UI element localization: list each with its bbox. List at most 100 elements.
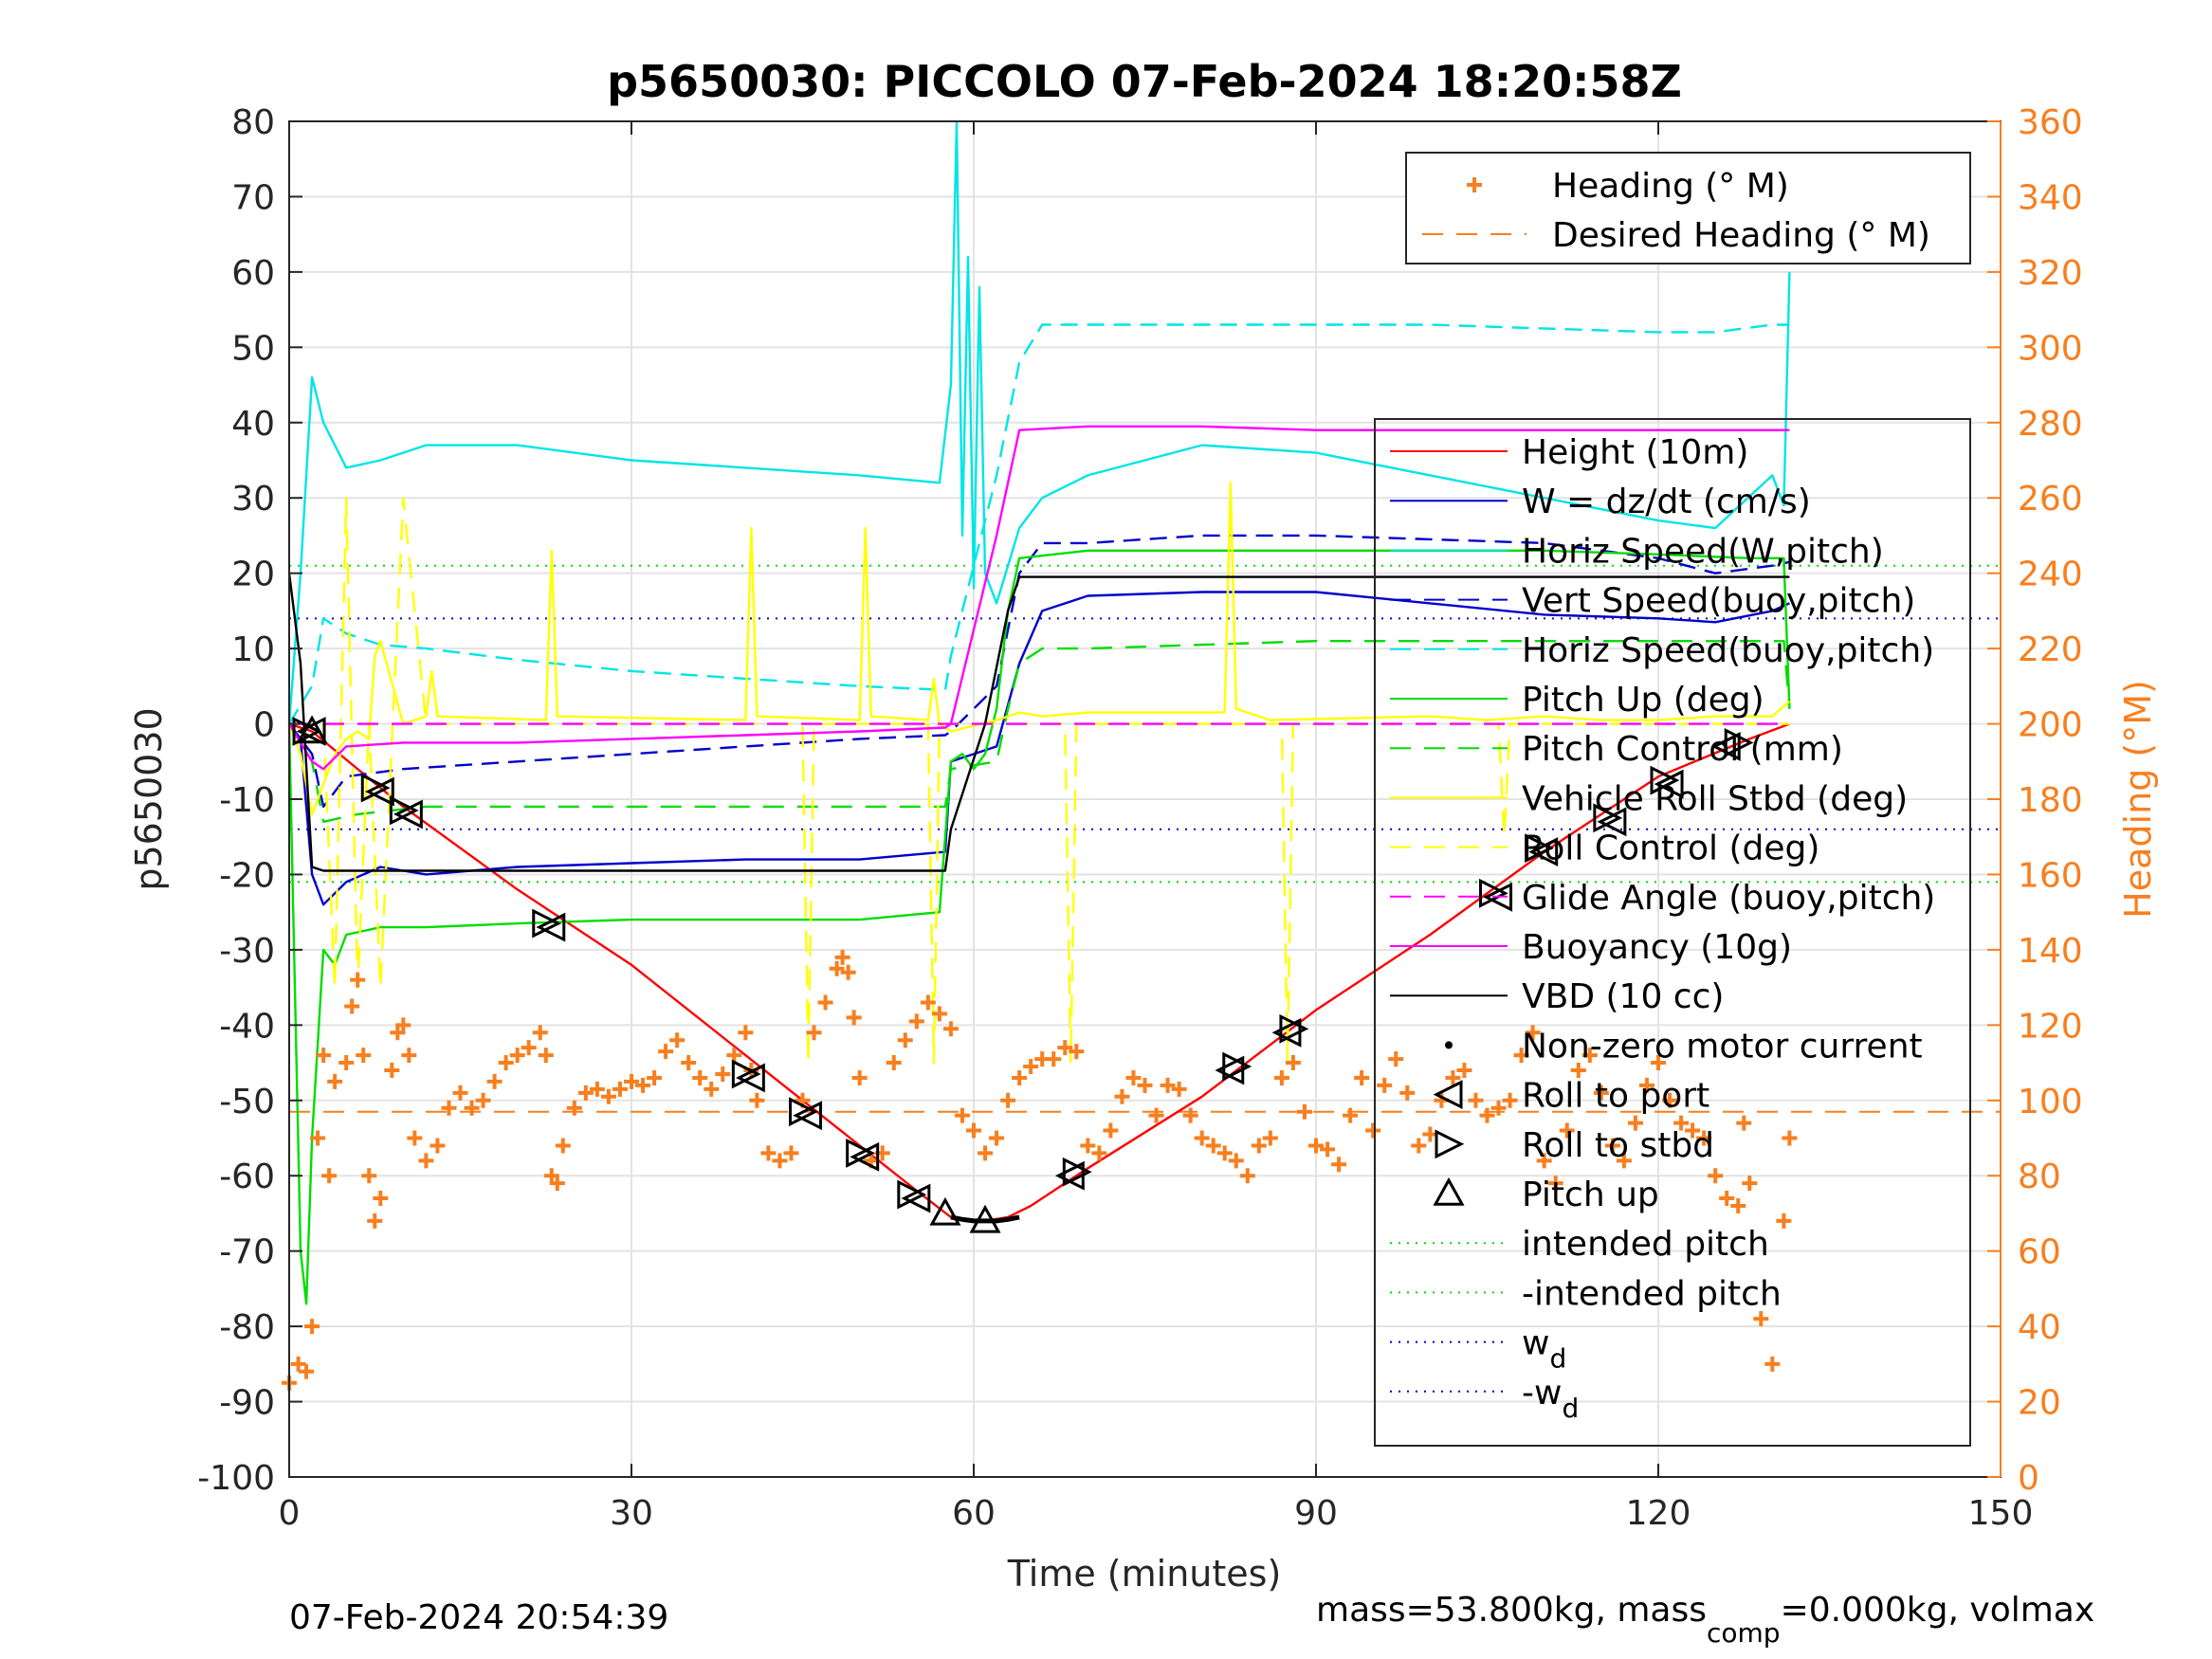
main-legend-box [1374, 418, 1971, 1447]
heading-point [1651, 1055, 1666, 1071]
heading-point [635, 1077, 651, 1093]
heading-point [817, 994, 833, 1011]
footer-timestamp: 07-Feb-2024 20:54:39 [289, 1598, 668, 1637]
heading-point [1228, 1153, 1244, 1169]
heading-point [1194, 1130, 1210, 1146]
heading-point [367, 1212, 383, 1229]
heading-point [1262, 1130, 1278, 1146]
heading-point [1354, 1069, 1370, 1085]
heading-point [1080, 1138, 1096, 1154]
heading-point [772, 1153, 788, 1169]
legend-label-text: Roll to stbd [1522, 1126, 1714, 1165]
legend-label: Glide Angle (buoy,pitch) [1522, 879, 1935, 918]
roll-to-stbd-marker [1525, 833, 1555, 864]
heading-point [1182, 1107, 1198, 1123]
heading-point [658, 1044, 674, 1060]
heading-point [566, 1100, 582, 1116]
heading-point [1685, 1122, 1701, 1139]
heading-point [1445, 1069, 1461, 1085]
legend-label-text: Non-zero motor current [1522, 1027, 1923, 1066]
series-vbd-drive [950, 1214, 1020, 1224]
legend-label: Horiz Speed(buoy,pitch) [1522, 631, 1934, 670]
legend-label-text: Roll to port [1522, 1077, 1709, 1116]
main-legend: Height (10m) W = dz/dt (cm/s) Horiz Speed(… [1374, 418, 1971, 1447]
footer-mass-sub: comp [1707, 1617, 1781, 1649]
heading-point [1205, 1138, 1221, 1154]
y-tick-label-right: 0 [2018, 1459, 2039, 1498]
heading-point [1023, 1059, 1039, 1075]
heading-point [407, 1130, 423, 1146]
heading-point [509, 1048, 525, 1064]
roll-to-stbd-marker [789, 1097, 818, 1127]
legend-label: -intended pitch [1522, 1274, 1782, 1313]
pitch-up-marker [296, 715, 328, 744]
legend-label: -wd [1522, 1374, 1579, 1424]
heading-point [624, 1073, 639, 1089]
heading-point [338, 1055, 355, 1071]
roll-to-stbd-marker [389, 795, 419, 826]
y-tick-label-left: 80 [231, 103, 275, 142]
x-tick-label: 30 [610, 1494, 653, 1533]
heading-point [441, 1100, 457, 1116]
y-tick-label-left: 30 [231, 480, 275, 519]
y-tick-label-right: 320 [2018, 254, 2083, 293]
y-tick-label-right: 340 [2018, 178, 2083, 217]
footer-mass-a: mass=53.800kg, mass [1316, 1591, 1707, 1630]
y-tick-label-left: -60 [219, 1158, 275, 1196]
y-axis-label-right: Heading (°M) [2117, 680, 2159, 919]
heading-point [647, 1069, 663, 1085]
roll-to-stbd-marker [532, 908, 562, 939]
legend-label: intended pitch [1522, 1225, 1769, 1264]
legend-label-text: VBD (10 cc) [1522, 977, 1724, 1016]
y-tick-label-right: 40 [2018, 1308, 2061, 1347]
heading-point [1251, 1138, 1267, 1154]
heading-point [1046, 1051, 1062, 1067]
legend-label-text: -w [1522, 1374, 1562, 1413]
roll-to-stbd-marker [1222, 1051, 1252, 1082]
legend-label: Pitch up [1522, 1176, 1659, 1214]
y-tick-label-right: 200 [2018, 706, 2083, 745]
series-vbd [287, 573, 1790, 872]
heading-point [931, 1006, 947, 1022]
heading-point [1673, 1115, 1690, 1131]
pitch-up-marker [969, 1204, 1001, 1233]
x-tick-label: 90 [1294, 1494, 1338, 1533]
y-tick-label-left: 60 [231, 254, 275, 293]
legend-label: Heading (° M) [1552, 167, 1789, 206]
y-tick-label-right: 280 [2018, 405, 2083, 444]
legend-label: Roll Control (deg) [1522, 830, 1819, 868]
heading-point [549, 1176, 565, 1192]
y-tick-label-right: 60 [2018, 1233, 2061, 1272]
heading-point [989, 1130, 1005, 1146]
legend-sample [1467, 177, 1482, 192]
heading-point [418, 1153, 434, 1169]
heading-point [954, 1107, 970, 1123]
heading-point [361, 1168, 377, 1184]
heading-point [555, 1138, 571, 1154]
y-tick-label-left: -90 [219, 1384, 275, 1423]
heading-point [1069, 1044, 1085, 1060]
heading-point [1273, 1069, 1289, 1085]
heading-point [304, 1319, 320, 1335]
heading-point [966, 1122, 981, 1139]
heading-point [1216, 1145, 1233, 1161]
heading-point [521, 1040, 537, 1056]
series-hs-w [287, 119, 1791, 724]
y-tick-label-left: 10 [231, 630, 275, 669]
heading-point [299, 1363, 315, 1379]
heading-point [589, 1081, 605, 1097]
roll-to-stbd-marker [292, 717, 322, 746]
heading-point [373, 1191, 389, 1207]
heading-point [1239, 1168, 1255, 1184]
legend-label-text: intended pitch [1522, 1225, 1769, 1264]
heading-point [851, 1069, 868, 1085]
heading-point [1490, 1100, 1507, 1116]
heading-point [498, 1055, 514, 1071]
y-tick-label-right: 220 [2018, 630, 2083, 669]
heading-point [840, 964, 856, 980]
heading-point [1411, 1138, 1427, 1154]
legend-label-text: Vehicle Roll Stbd (deg) [1522, 779, 1908, 818]
heading-point [1730, 1198, 1746, 1213]
heading-point [1525, 1025, 1541, 1041]
